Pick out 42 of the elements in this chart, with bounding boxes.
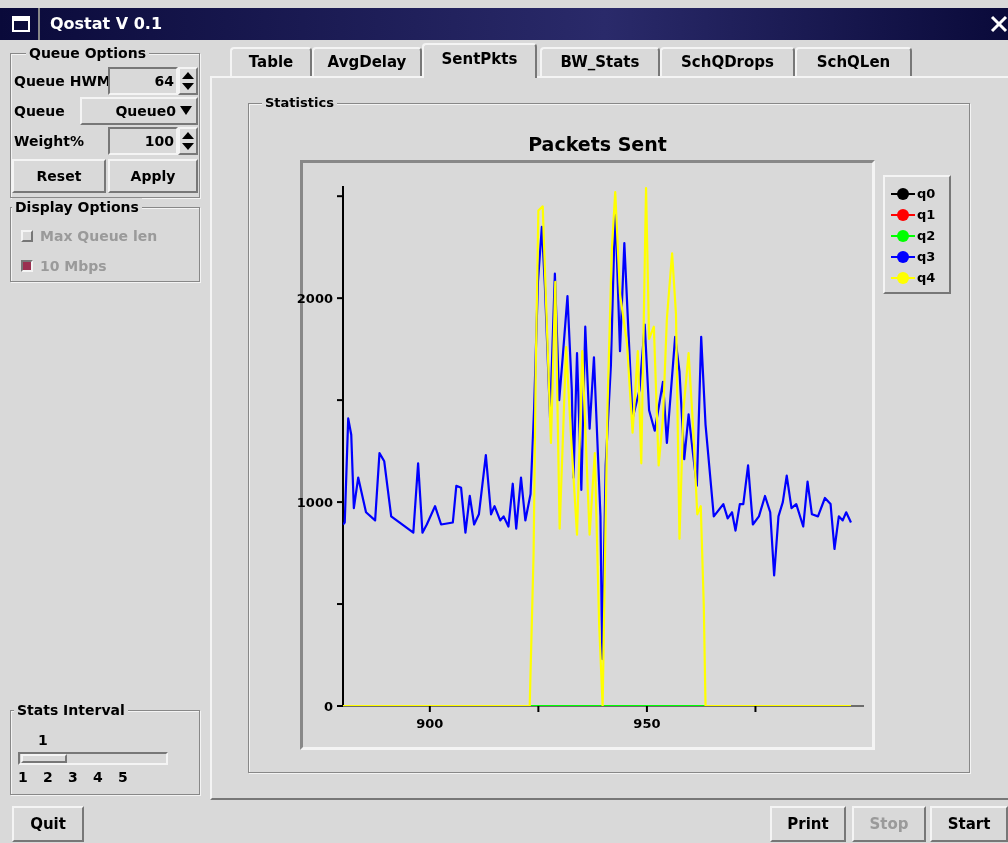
text: SentPkts: [440, 50, 519, 68]
legend-label: q2: [917, 228, 936, 243]
text: Queue HWM: [14, 72, 111, 90]
x-tick-label: 900: [416, 716, 444, 731]
text: Apply: [129, 167, 177, 185]
text: Statistics: [262, 94, 337, 112]
text: Max Queue len: [40, 227, 158, 245]
text: AvgDelay: [326, 53, 408, 71]
text: Queue Options: [26, 44, 150, 62]
text: 1: [18, 768, 28, 786]
text: Start: [946, 815, 992, 833]
text: BW_Stats: [559, 53, 641, 71]
text: Stats Interval: [14, 701, 128, 719]
legend-label: q0: [917, 186, 936, 201]
y-tick-label: 0: [323, 699, 333, 714]
x-tick-label: 950: [633, 716, 661, 731]
text: 64: [154, 73, 174, 89]
text: SchQLen: [815, 53, 892, 71]
text: 100: [143, 132, 174, 150]
text: Table: [247, 53, 295, 71]
text: 2: [43, 768, 53, 786]
text: Weight%: [14, 132, 84, 150]
text: 10 Mbps: [40, 257, 107, 275]
text: 3: [68, 768, 78, 786]
text: Reset: [35, 167, 83, 185]
text: Print: [786, 815, 830, 833]
chart-title: Packets Sent: [527, 133, 668, 155]
text: 4: [93, 768, 103, 786]
text: Qostat V 0.1: [50, 14, 163, 33]
text: 5: [118, 768, 128, 786]
legend-label: q1: [917, 207, 936, 222]
text: 1: [38, 731, 48, 749]
legend-label: q3: [917, 249, 936, 264]
text: Display Options: [12, 198, 142, 216]
text: Stop: [868, 815, 910, 833]
text: Queue0: [114, 102, 176, 120]
text: SchQDrops: [680, 53, 775, 71]
text: Queue: [14, 102, 65, 120]
text: Quit: [29, 815, 67, 833]
legend-label: q4: [917, 270, 936, 285]
y-tick-label: 1000: [296, 495, 333, 511]
y-tick-label: 2000: [296, 291, 333, 307]
